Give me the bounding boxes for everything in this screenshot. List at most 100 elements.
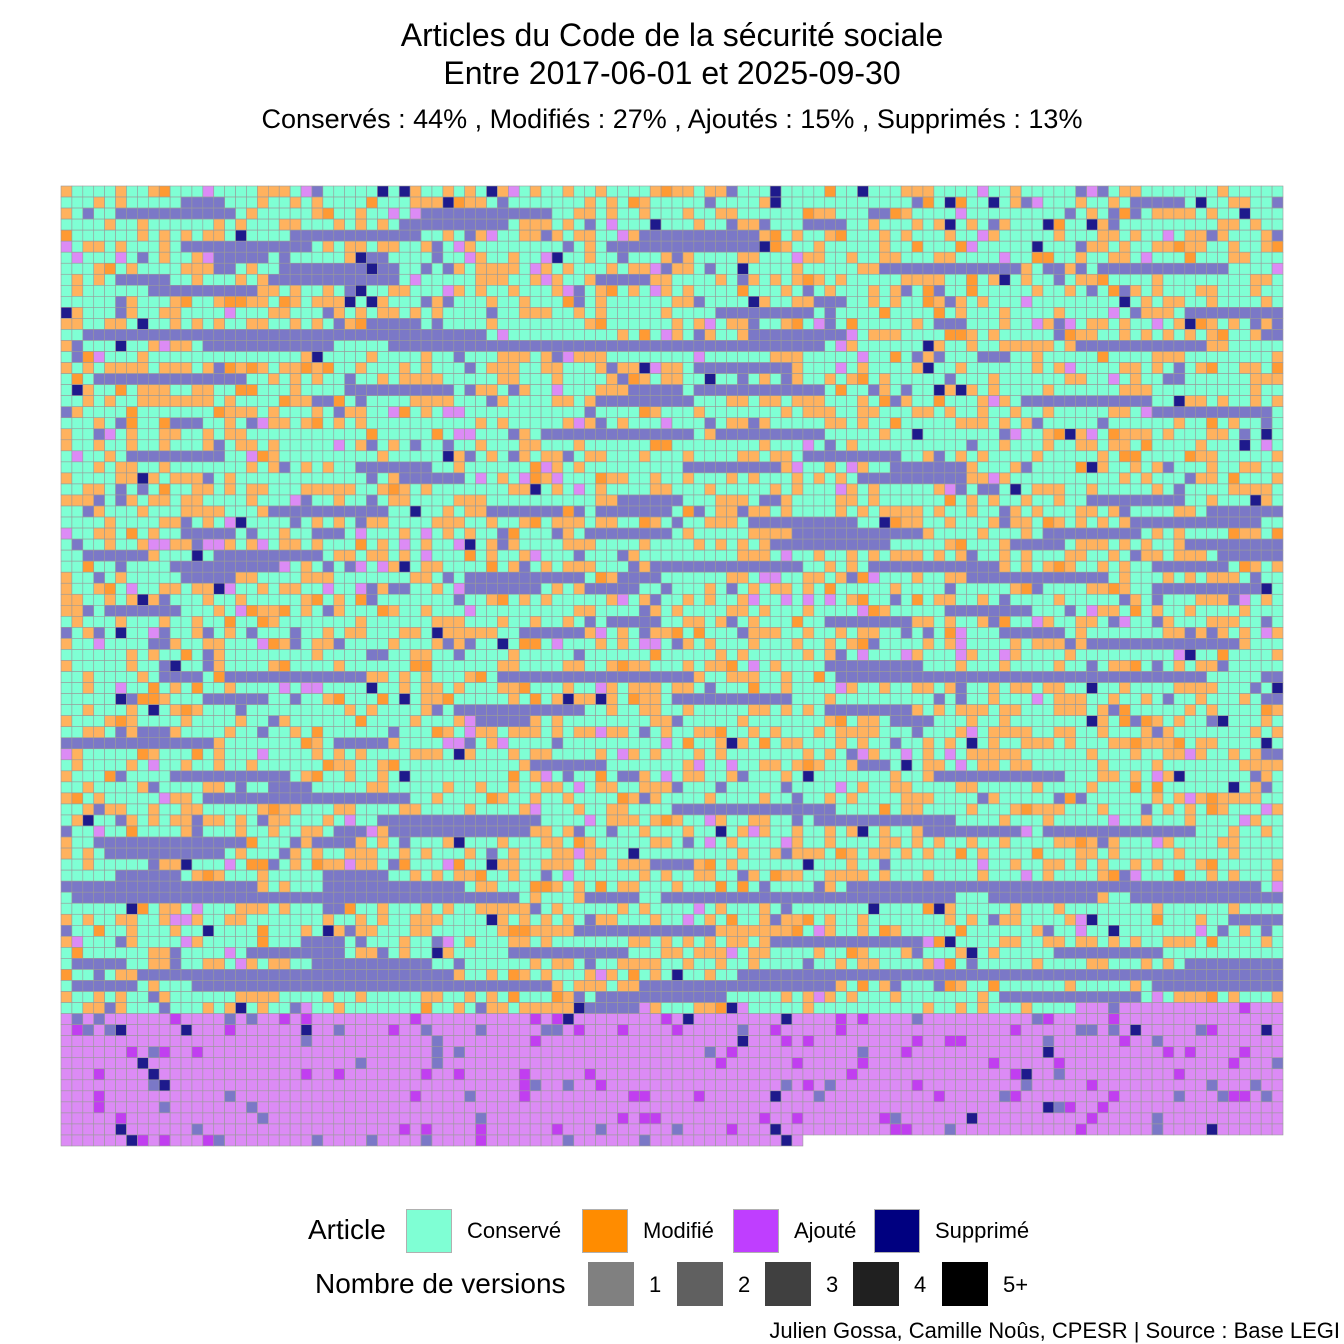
heatmap-cell — [420, 494, 433, 507]
heatmap-cell — [475, 450, 487, 463]
heatmap-cell — [1129, 649, 1142, 661]
heatmap-cell — [115, 340, 127, 352]
heatmap-cell — [911, 262, 924, 275]
heatmap-cell — [60, 593, 73, 606]
heatmap-cell — [453, 240, 466, 253]
heatmap-cell — [420, 229, 433, 242]
heatmap-cell — [278, 516, 291, 529]
heatmap-cell — [758, 218, 771, 231]
heatmap-cell — [813, 649, 826, 661]
heatmap-cell — [137, 318, 149, 330]
heatmap-cell — [649, 196, 662, 209]
heatmap-cell — [595, 439, 607, 452]
heatmap-cell — [955, 262, 967, 275]
heatmap-cell — [529, 240, 542, 253]
heatmap-cell — [344, 638, 356, 650]
heatmap-cell — [682, 373, 695, 385]
heatmap-cell — [158, 240, 171, 253]
heatmap-cell — [1206, 240, 1218, 253]
heatmap-cell — [158, 229, 171, 242]
heatmap-cell — [289, 605, 302, 617]
heatmap-cell — [988, 251, 1000, 264]
heatmap-cell — [1195, 384, 1207, 396]
heatmap-cell — [933, 527, 946, 540]
heatmap-cell — [802, 185, 815, 198]
heatmap-cell — [562, 616, 575, 628]
heatmap-cell — [246, 472, 258, 485]
heatmap-cell — [857, 329, 869, 341]
heatmap-cell — [398, 229, 411, 242]
heatmap-cell — [769, 296, 782, 308]
heatmap-cell — [235, 273, 247, 286]
heatmap-cell — [802, 229, 815, 242]
heatmap-cell — [104, 285, 116, 297]
heatmap-cell — [933, 296, 946, 308]
heatmap-cell — [169, 262, 182, 275]
heatmap-cell — [1108, 516, 1120, 529]
heatmap-cell — [649, 439, 662, 452]
heatmap-cell — [202, 273, 215, 286]
heatmap-cell — [977, 196, 989, 209]
heatmap-cell — [497, 196, 509, 209]
heatmap-cell — [1271, 273, 1284, 286]
heatmap-cell — [442, 571, 455, 584]
heatmap-cell — [824, 340, 836, 352]
heatmap-cell — [868, 439, 880, 452]
heatmap-cell — [966, 494, 978, 507]
heatmap-cell — [584, 417, 596, 430]
heatmap-cell — [715, 472, 727, 485]
heatmap-cell — [1119, 340, 1131, 352]
heatmap-cell — [1031, 229, 1044, 242]
heatmap-cell — [606, 362, 618, 374]
heatmap-cell — [137, 527, 149, 540]
heatmap-cell — [1086, 307, 1098, 319]
heatmap-cell — [649, 472, 662, 485]
heatmap-cell — [540, 351, 553, 363]
heatmap-cell — [1228, 461, 1240, 474]
heatmap-cell — [93, 638, 105, 650]
heatmap-cell — [1195, 262, 1207, 275]
heatmap-cell — [791, 307, 804, 319]
heatmap-cell — [1042, 461, 1055, 474]
heatmap-cell — [911, 649, 924, 661]
heatmap-cell — [868, 593, 880, 606]
heatmap-cell — [191, 627, 204, 639]
heatmap-cell — [999, 196, 1011, 209]
heatmap-cell — [878, 351, 891, 363]
heatmap-cell — [311, 251, 324, 264]
heatmap-cell — [224, 593, 236, 606]
heatmap-cell — [529, 571, 542, 584]
heatmap-cell — [300, 616, 313, 628]
heatmap-cell — [1271, 362, 1284, 374]
heatmap-cell — [1064, 428, 1077, 441]
heatmap-cell — [726, 516, 738, 529]
heatmap-cell — [573, 627, 586, 639]
heatmap-cell — [824, 450, 836, 463]
heatmap-cell — [257, 450, 269, 463]
heatmap-cell — [257, 582, 269, 595]
heatmap-cell — [115, 285, 127, 297]
heatmap-cell — [682, 560, 695, 573]
heatmap-cell — [257, 417, 269, 430]
heatmap-cell — [169, 185, 182, 198]
heatmap-cell — [715, 660, 727, 672]
heatmap-cell — [158, 296, 171, 308]
heatmap-cell — [322, 571, 335, 584]
heatmap-cell — [126, 516, 138, 529]
heatmap-cell — [235, 428, 247, 441]
heatmap-cell — [377, 494, 389, 507]
heatmap-cell — [1119, 296, 1131, 308]
heatmap-cell — [562, 494, 575, 507]
heatmap-cell — [1239, 318, 1251, 330]
heatmap-cell — [1042, 296, 1055, 308]
heatmap-cell — [704, 494, 716, 507]
heatmap-cell — [431, 450, 444, 463]
heatmap-cell — [224, 461, 236, 474]
heatmap-cell — [377, 285, 389, 297]
heatmap-cell — [202, 384, 215, 396]
heatmap-cell — [780, 395, 793, 407]
heatmap-cell — [388, 538, 400, 551]
heatmap-cell — [660, 638, 673, 650]
heatmap-cell — [322, 296, 335, 308]
heatmap-cell — [1162, 185, 1175, 198]
